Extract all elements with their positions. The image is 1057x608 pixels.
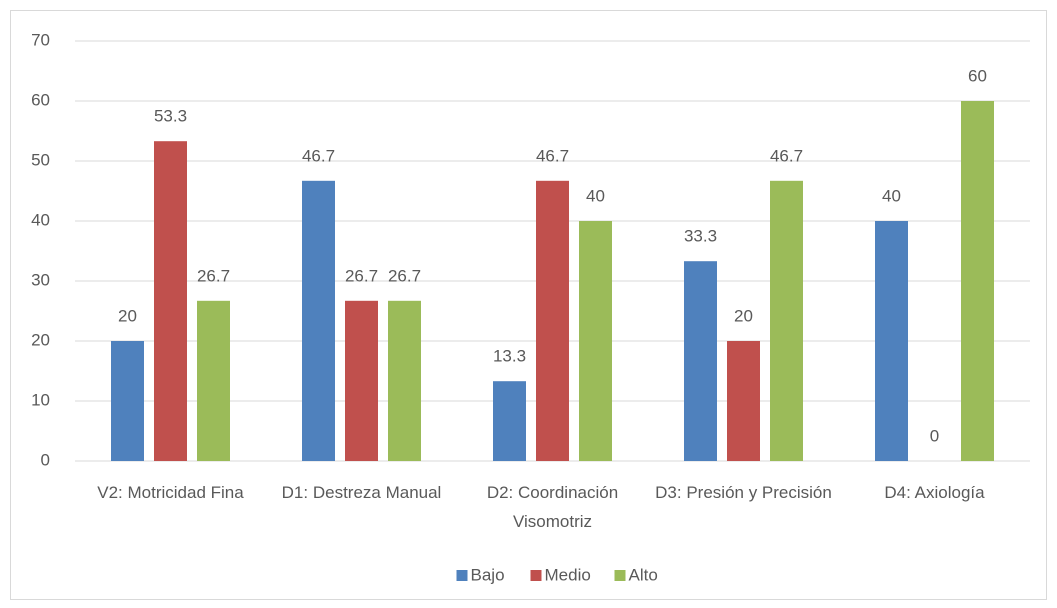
y-tick-label: 50 xyxy=(31,150,50,169)
bar xyxy=(536,180,569,462)
y-tick-label: 60 xyxy=(31,90,50,109)
bar xyxy=(770,180,803,462)
y-tick-label: 20 xyxy=(31,330,50,349)
y-tick-label: 40 xyxy=(31,210,50,229)
data-label: 20 xyxy=(734,306,753,325)
x-tick-label: D2: Coordinación Visomotriz xyxy=(486,483,619,531)
bar xyxy=(302,180,335,462)
bar xyxy=(684,261,717,461)
bar xyxy=(111,341,144,461)
x-tick-label: V2: Motricidad Fina xyxy=(97,483,244,502)
data-label: 46.7 xyxy=(536,146,569,165)
legend-swatch xyxy=(614,570,626,581)
x-tick-label: D1: Destreza Manual xyxy=(281,483,442,502)
data-label: 26.7 xyxy=(197,266,230,285)
chart-border xyxy=(10,10,1047,600)
data-label: 13.3 xyxy=(493,347,526,366)
bar xyxy=(727,341,760,461)
data-label: 20 xyxy=(118,306,137,325)
y-tick-label: 10 xyxy=(31,390,50,409)
legend-swatch xyxy=(530,570,542,581)
data-label: 33.3 xyxy=(684,227,717,246)
data-label: 40 xyxy=(586,186,605,205)
data-label: 46.7 xyxy=(770,146,803,165)
bar xyxy=(154,141,187,461)
bar xyxy=(493,381,526,461)
data-label: 40 xyxy=(882,186,901,205)
x-tick-label: D4: Axiología xyxy=(884,483,985,502)
legend-swatch xyxy=(456,570,468,581)
data-label: 60 xyxy=(968,66,987,85)
bar xyxy=(388,300,421,461)
data-label: 26.7 xyxy=(345,266,378,285)
legend-label: Bajo xyxy=(471,565,505,584)
data-label: 26.7 xyxy=(388,266,421,285)
data-label: 0 xyxy=(930,426,939,445)
legend-label: Medio xyxy=(545,565,591,584)
bar xyxy=(197,300,230,461)
legend-label: Alto xyxy=(629,565,658,584)
bar xyxy=(579,221,612,461)
bar xyxy=(961,101,994,461)
bar xyxy=(345,300,378,461)
y-tick-label: 70 xyxy=(31,30,50,49)
data-label: 46.7 xyxy=(302,146,335,165)
y-tick-label: 30 xyxy=(31,270,50,289)
x-tick-label: D3: Presión y Precisión xyxy=(655,483,832,502)
bar xyxy=(875,221,908,461)
data-label: 53.3 xyxy=(154,107,187,126)
y-tick-label: 0 xyxy=(41,450,50,469)
